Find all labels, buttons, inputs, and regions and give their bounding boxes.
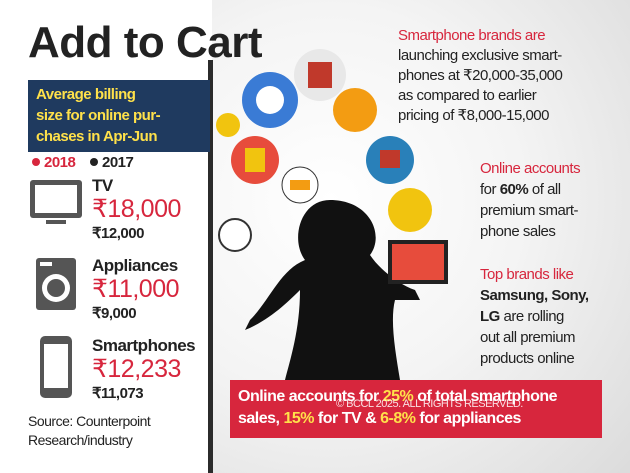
line: phone sales: [480, 223, 556, 240]
text: are rolling: [503, 308, 565, 325]
text: of total smartphone: [417, 388, 558, 405]
line: Samsung, Sony,: [480, 287, 589, 304]
text: 15%: [283, 410, 314, 427]
text: of all: [531, 181, 561, 198]
line: pricing of ₹8,000-15,000: [398, 107, 550, 124]
value-2018: ₹12,233: [92, 355, 181, 383]
note-1: Smartphone brands are launching exclusiv…: [398, 26, 563, 126]
legend-dot-2018: [32, 158, 40, 166]
line: chases in Apr-Jun: [36, 128, 157, 145]
line: Source: Counterpoint: [28, 413, 151, 429]
legend-2018: 2018: [44, 154, 76, 171]
item-name: Smartphones: [92, 336, 196, 355]
item-name: TV: [92, 176, 113, 195]
value-2017: ₹11,073: [92, 385, 144, 402]
line: Online accounts for 25% of total smartph…: [238, 386, 558, 408]
banner: [230, 380, 602, 438]
note-3: Top brands like Samsung, Sony, LG are ro…: [480, 264, 589, 369]
legend-dot-2017: [90, 158, 98, 166]
line: as compared to earlier: [398, 87, 537, 104]
value-2018: ₹11,000: [92, 275, 180, 303]
line: out all premium: [480, 329, 576, 346]
line: products online: [480, 350, 575, 367]
legend-2017: 2017: [102, 154, 134, 171]
line: premium smart-: [480, 202, 579, 219]
line: Online accounts: [480, 160, 581, 177]
line: LG are rolling: [480, 306, 589, 327]
text: sales,: [238, 410, 280, 427]
value-2017: ₹9,000: [92, 305, 137, 322]
text: for TV &: [317, 410, 377, 427]
text: for: [480, 181, 497, 198]
item-name: Appliances: [92, 256, 178, 275]
value-2018: ₹18,000: [92, 195, 181, 223]
text: Online accounts for: [238, 388, 379, 405]
line: sales, 15% for TV & 6-8% for appliances: [238, 408, 557, 430]
phone-icon: [40, 336, 72, 398]
line: Smartphone brands are: [398, 27, 546, 44]
appliance-icon: [36, 258, 76, 310]
source: Source: Counterpoint Research/industry: [28, 412, 151, 450]
line: Research/industry: [28, 432, 133, 448]
text: 25%: [382, 388, 414, 405]
value-2017: ₹12,000: [92, 225, 144, 242]
text: 6-8%: [380, 410, 416, 427]
text: 60%: [499, 181, 529, 198]
illustration: [216, 49, 448, 380]
line: phones at ₹20,000-35,000: [398, 67, 563, 84]
billing-box: [28, 80, 210, 152]
left-panel: [0, 0, 212, 473]
note-2: Online accounts for 60% of all premium s…: [480, 158, 581, 242]
text: LG: [480, 308, 500, 325]
text: for appliances: [419, 410, 521, 427]
line: size for online pur-: [36, 107, 161, 124]
title: Add to Cart: [28, 18, 263, 67]
divider: [208, 60, 213, 473]
line: for 60% of all: [480, 179, 580, 200]
tv-icon: [30, 180, 82, 224]
line: launching exclusive smart-: [398, 47, 562, 64]
billing-text: Average billing size for online pur- cha…: [36, 84, 161, 147]
banner-text: Online accounts for 25% of total smartph…: [238, 386, 558, 430]
line: Top brands like: [480, 266, 574, 283]
line: Average billing: [36, 86, 136, 103]
watermark: © BCCL 2025. ALL RIGHTS RESERVED.: [336, 398, 523, 410]
